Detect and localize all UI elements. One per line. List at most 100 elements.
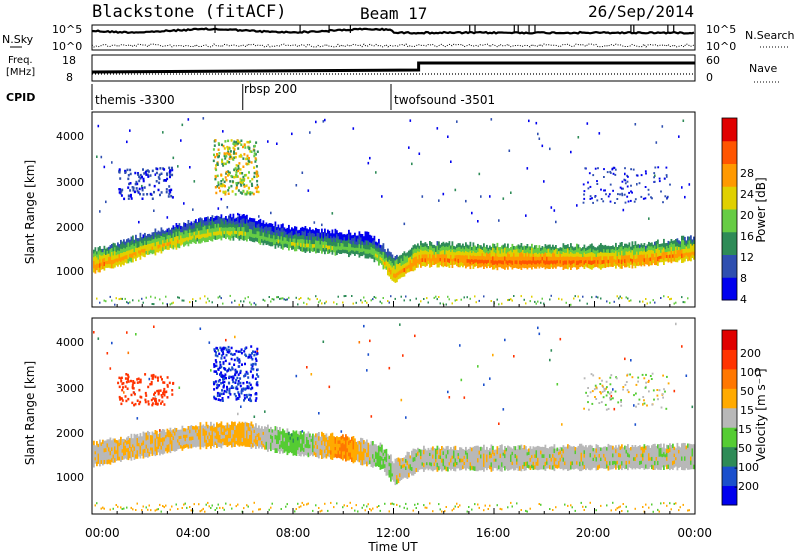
heatmap-cell	[241, 181, 244, 184]
heatmap-cell	[178, 429, 181, 434]
heatmap-cell	[349, 243, 352, 248]
heatmap-cell	[232, 146, 235, 150]
heatmap-cell	[243, 183, 246, 187]
heatmap-cell	[639, 258, 641, 263]
heatmap-cell	[508, 257, 511, 261]
heatmap-cell	[214, 509, 216, 511]
heatmap-cell	[363, 504, 365, 507]
heatmap-cell	[285, 237, 287, 241]
heatmap-cell	[459, 259, 461, 264]
heatmap-cell	[141, 186, 144, 190]
heatmap-cell	[268, 296, 270, 298]
heatmap-cell	[102, 443, 104, 449]
heatmap-cell	[430, 455, 433, 460]
heatmap-cell	[439, 462, 442, 466]
heatmap-cell	[337, 454, 340, 458]
heatmap-cell	[454, 454, 457, 459]
heatmap-cell	[453, 252, 455, 256]
heatmap-cell	[660, 243, 662, 248]
heatmap-cell	[484, 259, 487, 264]
heatmap-cell	[324, 449, 326, 454]
heatmap-cell	[429, 452, 431, 457]
heatmap-cell	[612, 249, 614, 253]
heatmap-cell	[108, 260, 110, 265]
heatmap-cell	[289, 241, 292, 245]
heatmap-cell	[202, 435, 205, 440]
heatmap-cell	[460, 462, 463, 467]
heatmap-cell	[124, 255, 127, 260]
heatmap-cell	[582, 183, 585, 186]
heatmap-cell	[672, 244, 674, 248]
heatmap-cell	[543, 180, 545, 183]
heatmap-cell	[403, 267, 406, 273]
heatmap-cell	[690, 243, 692, 249]
heatmap-cell	[245, 173, 248, 177]
heatmap-cell	[297, 242, 299, 246]
heatmap-cell	[136, 251, 139, 255]
heatmap-cell	[670, 258, 673, 264]
heatmap-cell	[346, 436, 349, 441]
heatmap-cell	[382, 251, 385, 257]
heatmap-cell	[298, 245, 301, 250]
heatmap-cell	[661, 246, 664, 250]
heatmap-cell	[232, 235, 235, 241]
heatmap-cell	[684, 253, 686, 258]
heatmap-cell	[318, 507, 320, 509]
heatmap-cell	[315, 445, 317, 450]
heatmap-cell	[348, 243, 350, 249]
heatmap-cell	[387, 266, 389, 271]
heatmap-cell	[300, 297, 302, 299]
heatmap-cell	[415, 249, 418, 254]
heatmap-cell	[511, 252, 514, 257]
heatmap-cell	[559, 263, 562, 268]
heatmap-cell	[240, 184, 243, 187]
heatmap-cell	[236, 168, 238, 172]
heatmap-cell	[213, 235, 215, 240]
heatmap-cell	[192, 298, 194, 301]
heatmap-cell	[163, 433, 166, 438]
heatmap-cell	[174, 447, 176, 452]
heatmap-cell	[218, 152, 221, 155]
heatmap-cell	[451, 449, 454, 453]
heatmap-cell	[603, 263, 605, 268]
heatmap-cell	[148, 432, 151, 437]
heatmap-cell	[369, 508, 371, 510]
heatmap-cell	[439, 254, 442, 259]
heatmap-cell	[112, 255, 115, 260]
heatmap-cell	[274, 430, 277, 436]
heatmap-cell	[219, 234, 221, 239]
heatmap-cell	[215, 191, 218, 195]
heatmap-cell	[127, 351, 130, 355]
heatmap-cell	[138, 175, 141, 179]
heatmap-cell	[105, 248, 107, 253]
heatmap-cell	[564, 264, 566, 269]
heatmap-cell	[544, 244, 547, 249]
heatmap-cell	[531, 295, 533, 298]
heatmap-cell	[295, 184, 298, 187]
heatmap-cell	[297, 450, 299, 454]
heatmap-cell	[321, 445, 323, 451]
heatmap-cell	[447, 135, 449, 138]
heatmap-cell	[649, 246, 652, 251]
heatmap-cell	[220, 425, 223, 431]
heatmap-cell	[165, 435, 167, 439]
heatmap-cell	[490, 300, 492, 302]
heatmap-cell	[549, 256, 551, 261]
heatmap-cell	[183, 438, 185, 442]
heatmap-cell	[624, 172, 626, 176]
heatmap-cell	[665, 166, 668, 169]
heatmap-cell	[541, 249, 544, 254]
heatmap-cell	[168, 235, 170, 239]
heatmap-cell	[219, 423, 221, 428]
heatmap-cell	[636, 248, 638, 252]
heatmap-cell	[348, 448, 350, 453]
heatmap-cell	[390, 261, 392, 266]
heatmap-cell	[381, 460, 383, 465]
heatmap-cell	[99, 461, 101, 467]
heatmap-cell	[334, 242, 337, 247]
heatmap-cell	[573, 247, 575, 251]
heatmap-cell	[117, 254, 119, 259]
heatmap-cell	[165, 179, 167, 182]
heatmap-cell	[442, 241, 445, 247]
freq-label-line1: Freq.	[8, 55, 33, 66]
